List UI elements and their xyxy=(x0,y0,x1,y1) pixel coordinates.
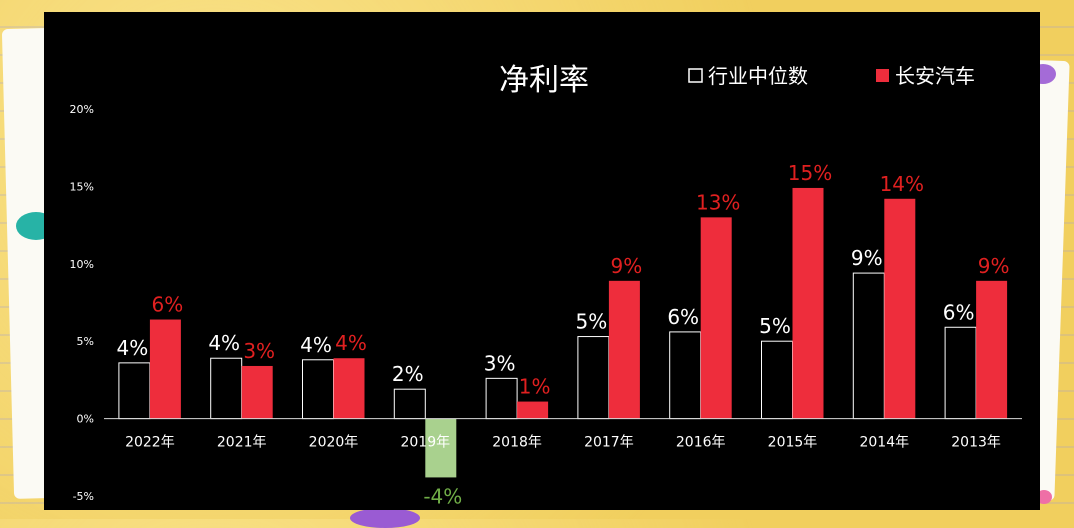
y-tick-label: 10% xyxy=(70,258,94,271)
bar-changan xyxy=(425,418,457,478)
data-label-changan: 3% xyxy=(243,339,275,363)
data-label-industry: 5% xyxy=(759,314,791,338)
bar-changan xyxy=(333,358,365,419)
legend: 行业中位数 长安汽车 xyxy=(688,64,975,88)
bar-changan xyxy=(241,365,273,419)
legend-label-changan: 长安汽车 xyxy=(895,64,975,88)
chart-title: 净利率 xyxy=(499,63,589,98)
data-label-industry: 2% xyxy=(392,362,424,386)
legend-swatch-industry xyxy=(688,68,703,83)
x-tick-label: 2015年 xyxy=(768,435,818,451)
data-label-industry: 5% xyxy=(576,310,608,334)
x-tick-label: 2019年 xyxy=(400,435,450,451)
data-label-changan: 13% xyxy=(696,190,740,214)
bar-industry xyxy=(761,340,793,420)
y-tick-label: 20% xyxy=(70,103,94,116)
legend-swatch-changan xyxy=(876,69,889,82)
y-tick-label: 5% xyxy=(77,335,94,348)
bar-changan xyxy=(976,280,1008,419)
bars xyxy=(118,187,1008,478)
data-label-changan: 15% xyxy=(788,161,832,185)
data-label-industry: 3% xyxy=(484,351,516,375)
bar-changan xyxy=(700,217,732,419)
bar-changan xyxy=(517,401,549,419)
bar-industry xyxy=(393,388,426,420)
x-tick-label: 2017年 xyxy=(584,435,634,451)
data-label-industry: 4% xyxy=(208,331,240,355)
y-axis-ticks: 20% 15% 10% 5% 0% -5% xyxy=(70,103,94,503)
data-label-industry: 4% xyxy=(117,336,149,360)
data-label-industry: 6% xyxy=(943,300,975,324)
x-tick-label: 2016年 xyxy=(676,435,726,451)
bar-industry xyxy=(302,359,334,420)
data-label-changan: 9% xyxy=(978,254,1010,278)
x-axis-ticks: 2022年 2021年 2020年 2019年 2018年 2017年 2016年 2015年… xyxy=(125,435,1001,451)
data-label-changan: 1% xyxy=(519,375,551,399)
paint-blob-pink xyxy=(1036,490,1052,504)
paint-blob-purple-bottom xyxy=(350,508,420,528)
bar-changan xyxy=(608,280,640,419)
chart-panel: 净利率 行业中位数 长安汽车 20% 15% 10% 5% 0% -5% 2022年 202… xyxy=(44,12,1040,510)
bar-industry xyxy=(485,377,518,420)
data-label-industry: 4% xyxy=(300,333,332,357)
data-labels: 4%6%4% 3% 4% 4%2%-4%3%1%5%9%6%13%5%15%9%14%… xyxy=(117,161,1010,508)
data-label-changan: 14% xyxy=(880,172,924,196)
y-tick-label: 15% xyxy=(70,180,94,193)
bar-industry xyxy=(852,272,885,420)
data-label-industry: 9% xyxy=(851,246,883,270)
data-label-changan: 9% xyxy=(611,254,643,278)
x-tick-label: 2018年 xyxy=(492,435,542,451)
bar-changan xyxy=(792,187,824,419)
x-tick-label: 2013年 xyxy=(951,435,1001,451)
data-label-changan: 6% xyxy=(152,293,184,317)
net-margin-chart: 净利率 行业中位数 长安汽车 20%15%10%5%0%-5% 2022年 202… xyxy=(70,63,1022,508)
x-tick-label: 2022年 xyxy=(125,435,175,451)
y-tick-label: -5% xyxy=(73,490,94,503)
x-tick-label: 2014年 xyxy=(859,435,909,451)
y-tick-label: 0% xyxy=(77,413,94,426)
bar-industry xyxy=(669,331,702,420)
bar-industry xyxy=(210,357,243,420)
bar-changan xyxy=(884,198,916,419)
data-label-industry: 6% xyxy=(667,305,699,329)
bar-industry xyxy=(577,336,610,420)
bar-industry xyxy=(118,362,151,420)
legend-label-industry: 行业中位数 xyxy=(708,64,808,88)
data-label-changan: 4% xyxy=(335,331,367,355)
x-tick-label: 2021年 xyxy=(217,435,267,451)
bar-industry xyxy=(944,326,977,420)
x-tick-label: 2020年 xyxy=(309,435,359,451)
bar-changan xyxy=(149,319,181,419)
data-label-changan: -4% xyxy=(423,484,462,508)
